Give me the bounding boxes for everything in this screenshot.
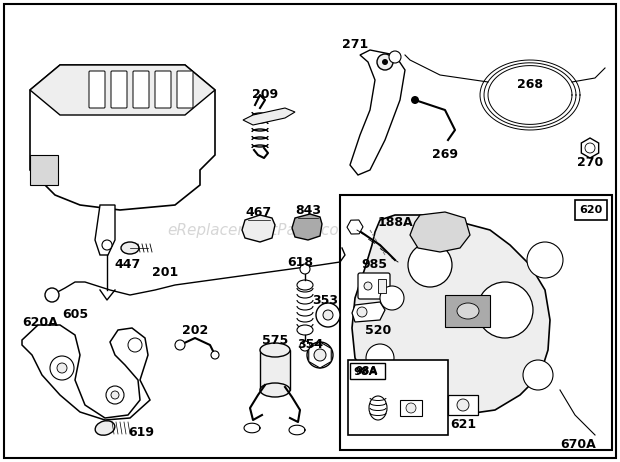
Circle shape [175,340,185,350]
Polygon shape [242,215,275,242]
Text: 271: 271 [342,38,368,51]
Polygon shape [410,212,470,252]
Bar [260,350,290,390]
Ellipse shape [95,421,115,435]
Polygon shape [243,108,295,125]
Circle shape [357,307,367,317]
Circle shape [128,338,142,352]
FancyBboxPatch shape [177,71,193,108]
Circle shape [364,282,372,290]
Ellipse shape [297,325,313,335]
Text: 353: 353 [312,293,338,306]
Circle shape [323,310,333,320]
Bar [400,400,422,416]
Text: 98A: 98A [354,367,378,377]
Text: 98A: 98A [356,366,378,376]
Bar [348,360,448,435]
FancyBboxPatch shape [133,71,149,108]
Text: 575: 575 [262,334,288,346]
Circle shape [377,54,393,70]
Ellipse shape [369,396,387,420]
Circle shape [527,242,563,278]
Circle shape [307,342,333,368]
Text: 985: 985 [361,259,387,272]
Circle shape [300,341,310,351]
Circle shape [585,143,595,153]
Text: 520: 520 [365,323,391,336]
Bar [350,363,385,379]
Text: 270: 270 [577,157,603,170]
Ellipse shape [121,242,139,254]
Polygon shape [30,65,215,210]
Text: 188A: 188A [378,215,414,229]
FancyBboxPatch shape [358,273,390,299]
Circle shape [366,344,394,372]
Ellipse shape [260,383,290,397]
Text: 269: 269 [432,148,458,162]
Polygon shape [22,325,150,420]
Text: 268: 268 [517,79,543,91]
Polygon shape [352,302,385,322]
Bar [448,395,478,415]
FancyBboxPatch shape [89,71,105,108]
Ellipse shape [297,280,313,290]
Circle shape [406,403,416,413]
Circle shape [102,240,112,250]
Text: 619: 619 [128,426,154,438]
Circle shape [50,356,74,380]
Circle shape [457,399,469,411]
Circle shape [45,288,59,302]
Text: 467: 467 [245,206,271,219]
Text: 620: 620 [579,205,603,215]
Circle shape [389,51,401,63]
Text: 620A: 620A [22,316,58,328]
Circle shape [380,286,404,310]
FancyBboxPatch shape [111,71,127,108]
Circle shape [111,391,119,399]
Polygon shape [352,215,550,415]
Circle shape [57,363,67,373]
Bar [575,200,607,220]
Text: eReplacementParts.com: eReplacementParts.com [167,224,354,238]
Circle shape [314,349,326,361]
Circle shape [211,351,219,359]
Polygon shape [30,65,215,115]
FancyBboxPatch shape [155,71,171,108]
Circle shape [382,59,388,65]
Circle shape [300,264,310,274]
Circle shape [523,360,553,390]
Circle shape [106,386,124,404]
Text: 201: 201 [152,266,178,279]
Text: 621: 621 [450,419,476,432]
Circle shape [411,96,419,104]
Text: 605: 605 [62,309,88,322]
Text: 447: 447 [115,259,141,272]
Circle shape [408,243,452,287]
Text: 354: 354 [297,339,323,352]
Polygon shape [350,50,405,175]
Bar [378,279,386,293]
Text: 202: 202 [182,323,208,336]
Polygon shape [292,214,322,240]
Polygon shape [95,205,115,255]
Text: 670A: 670A [560,438,596,451]
Bar [30,155,58,185]
Circle shape [477,282,533,338]
Text: 618: 618 [287,256,313,269]
Ellipse shape [260,343,290,357]
Text: 209: 209 [252,89,278,102]
Bar [340,195,612,450]
Circle shape [316,303,340,327]
Ellipse shape [457,303,479,319]
Bar [445,295,490,327]
Text: 843: 843 [295,203,321,217]
